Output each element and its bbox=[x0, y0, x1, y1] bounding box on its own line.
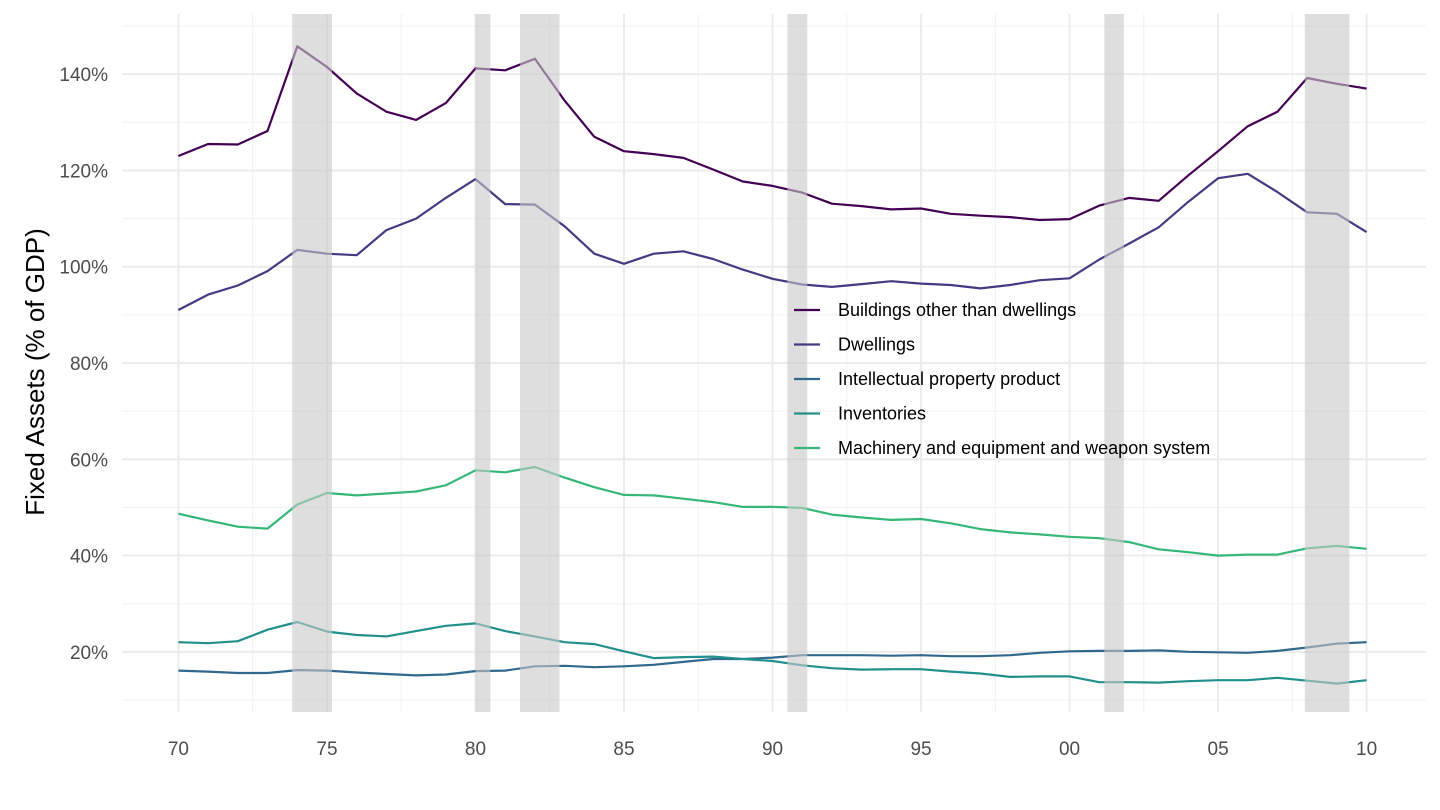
recession-band-3 bbox=[520, 14, 560, 712]
y-axis-title: Fixed Assets (% of GDP) bbox=[20, 228, 50, 516]
recession-band-6 bbox=[1304, 14, 1350, 712]
x-tick-label: 00 bbox=[1059, 739, 1080, 760]
series-line-3 bbox=[178, 641, 1367, 677]
recession-band-2 bbox=[475, 14, 491, 712]
y-tick-label: 100% bbox=[59, 258, 108, 279]
recession-band-1 bbox=[292, 14, 333, 712]
series-line-5 bbox=[178, 465, 1367, 557]
legend: Buildings other than dwellings Dwellings I… bbox=[794, 300, 1210, 458]
x-tick-label: 95 bbox=[910, 739, 931, 760]
y-axis-tick-labels: 20% 40% 60% 80% 100% 120% 140% bbox=[59, 65, 108, 664]
legend-label-1: Buildings other than dwellings bbox=[838, 300, 1076, 320]
x-axis-tick-labels: 70 75 80 85 90 95 00 05 10 bbox=[168, 739, 1377, 760]
legend-label-4: Inventories bbox=[838, 404, 926, 424]
legend-label-5: Machinery and equipment and weapon syste… bbox=[838, 438, 1210, 458]
y-tick-label: 40% bbox=[70, 547, 108, 568]
x-tick-label: 10 bbox=[1356, 739, 1377, 760]
series-line-4 bbox=[178, 620, 1367, 685]
series-line-1 bbox=[177, 45, 1367, 222]
legend-label-3: Intellectual property product bbox=[838, 369, 1060, 389]
y-tick-label: 140% bbox=[59, 65, 108, 86]
recession-bands bbox=[292, 14, 1350, 712]
legend-label-2: Dwellings bbox=[838, 335, 915, 355]
y-tick-label: 20% bbox=[70, 643, 108, 664]
x-tick-label: 85 bbox=[613, 739, 634, 760]
x-tick-label: 90 bbox=[762, 739, 783, 760]
y-tick-label: 120% bbox=[59, 161, 108, 182]
y-tick-label: 60% bbox=[70, 450, 108, 471]
x-tick-label: 05 bbox=[1208, 739, 1229, 760]
x-tick-label: 80 bbox=[465, 739, 486, 760]
x-tick-label: 70 bbox=[168, 739, 189, 760]
recession-band-5 bbox=[1104, 14, 1124, 712]
x-tick-label: 75 bbox=[316, 739, 337, 760]
series-lines bbox=[177, 45, 1368, 685]
y-tick-label: 80% bbox=[70, 354, 108, 375]
recession-band-4 bbox=[787, 14, 808, 712]
series-line-2 bbox=[177, 172, 1368, 311]
